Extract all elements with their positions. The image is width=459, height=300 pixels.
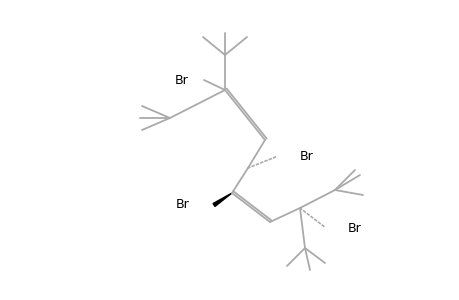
Text: Br: Br xyxy=(299,149,313,163)
Text: Br: Br xyxy=(175,74,189,86)
Text: Br: Br xyxy=(347,221,361,235)
Text: Br: Br xyxy=(176,199,190,212)
Polygon shape xyxy=(213,193,231,206)
